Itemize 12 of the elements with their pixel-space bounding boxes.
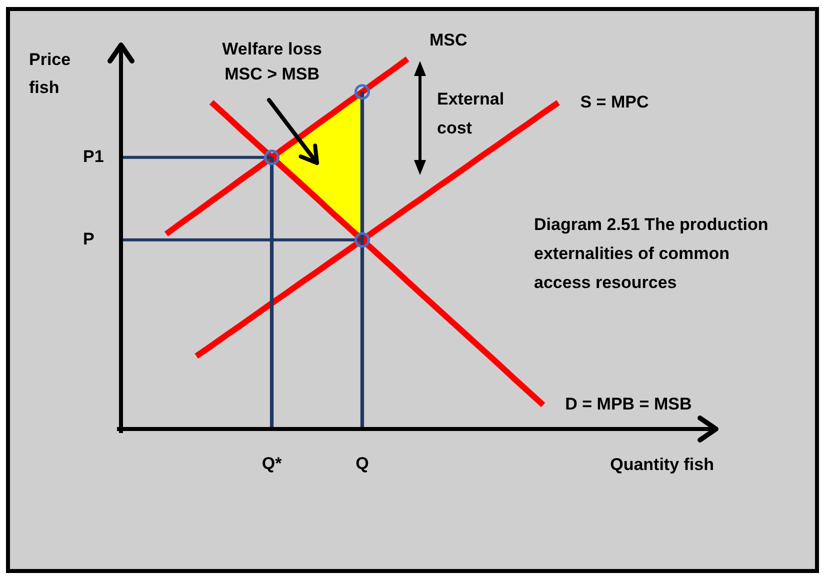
y-axis-title: Price fish: [29, 49, 72, 99]
series-label: P: [83, 230, 94, 249]
x-tick-label: Q*: [262, 454, 282, 473]
annotation: Welfare loss MSC > MSB: [222, 40, 322, 84]
annotation: External cost: [437, 90, 504, 138]
x-tick-label: Q: [356, 454, 369, 473]
x-axis-title: Quantity fish: [610, 455, 714, 475]
text: Diagram 2.51 The production externalities of common access resources: [534, 214, 770, 294]
series-label: D = MPB = MSB: [565, 394, 692, 414]
series-label: P1: [83, 147, 104, 166]
series-label: MSC: [429, 30, 468, 50]
series-label: S = MPC: [580, 92, 649, 112]
